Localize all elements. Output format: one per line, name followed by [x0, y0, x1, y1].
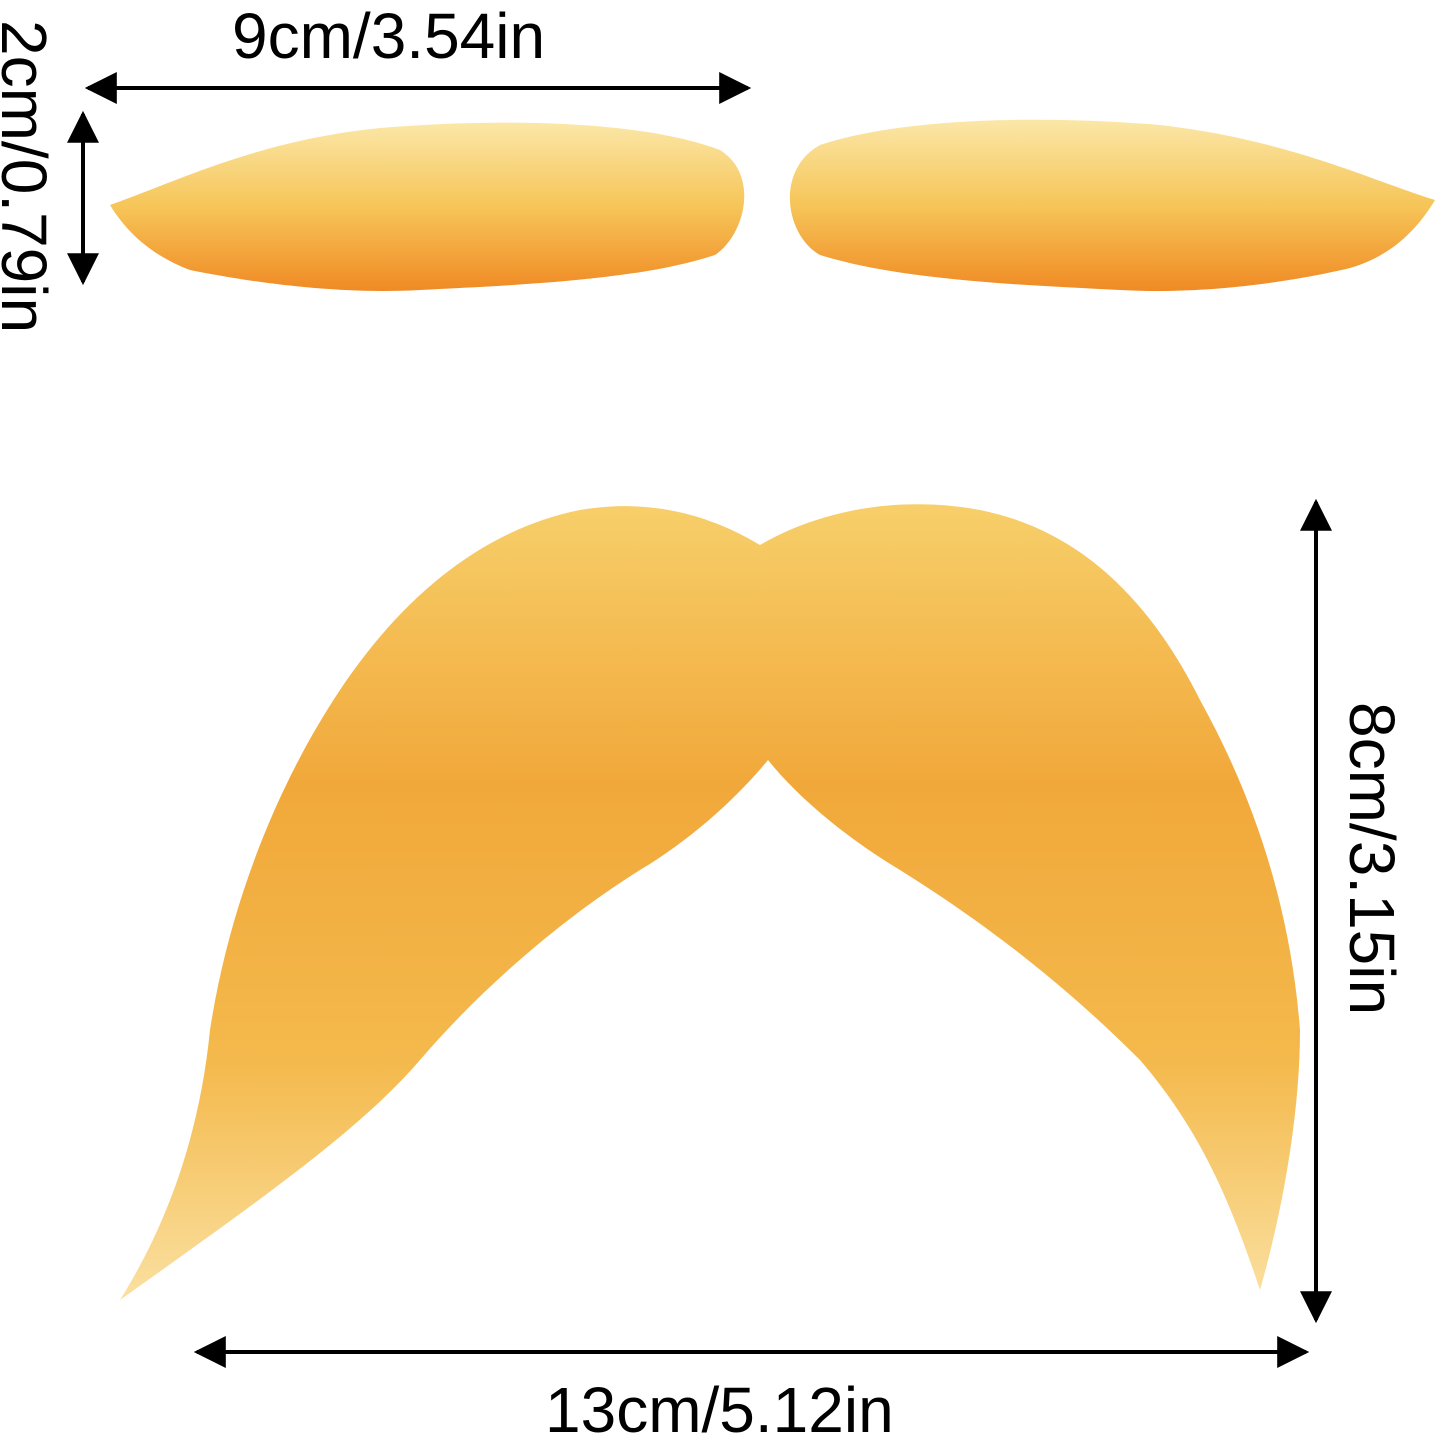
- mustache: [120, 504, 1300, 1300]
- mustache-width-label: 13cm/5.12in: [545, 1374, 894, 1446]
- left-eyebrow: [110, 122, 745, 291]
- right-eyebrow: [789, 119, 1435, 291]
- mustache-height-label: 8cm/3.15in: [1336, 702, 1408, 1016]
- eyebrow-width-label: 9cm/3.54in: [232, 0, 546, 72]
- eyebrow-height-label: 2cm/0.79in: [0, 20, 60, 334]
